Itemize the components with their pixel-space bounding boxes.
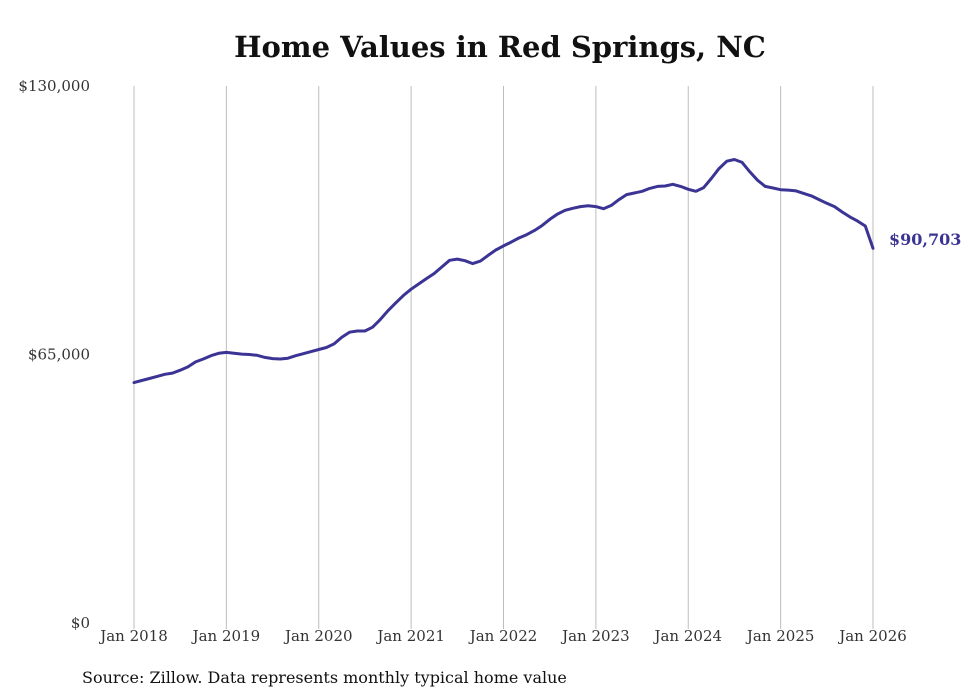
x-tick-label: Jan 2020 [283,627,353,645]
y-axis-ticks: $0 $65,000 $130,000 [18,77,90,632]
y-tick-label: $65,000 [28,346,90,364]
x-tick-label: Jan 2021 [375,627,445,645]
x-tick-label: Jan 2022 [468,627,538,645]
y-tick-label: $130,000 [18,77,90,95]
x-tick-label: Jan 2018 [98,627,168,645]
y-tick-label: $0 [71,614,90,632]
chart-title: Home Values in Red Springs, NC [234,30,766,64]
x-tick-label: Jan 2019 [191,627,261,645]
x-tick-label: Jan 2026 [837,627,907,645]
x-tick-label: Jan 2023 [560,627,630,645]
source-note: Source: Zillow. Data represents monthly … [82,668,567,687]
x-tick-label: Jan 2024 [652,627,722,645]
x-axis-ticks: Jan 2018 Jan 2019 Jan 2020 Jan 2021 Jan 2022… [98,627,907,645]
x-tick-label: Jan 2025 [745,627,815,645]
grid-layer [133,86,874,629]
end-value-label: $90,703 [889,230,961,249]
series-line [132,158,875,385]
